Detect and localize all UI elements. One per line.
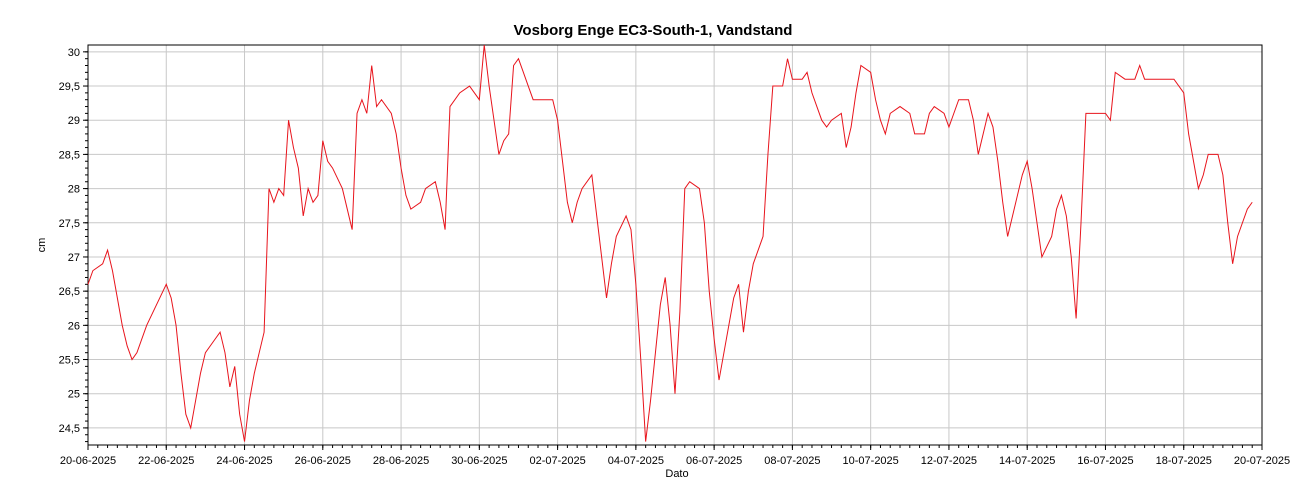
y-tick-label: 25,5 — [59, 355, 80, 367]
x-tick-label: 04-07-2025 — [608, 455, 664, 467]
x-tick-label: 24-06-2025 — [216, 455, 272, 467]
y-tick-label: 25 — [68, 389, 80, 401]
x-tick-label: 20-06-2025 — [60, 455, 116, 467]
x-tick-label: 16-07-2025 — [1077, 455, 1133, 467]
chart-title: Vosborg Enge EC3-South-1, Vandstand — [514, 22, 793, 39]
x-tick-label: 20-07-2025 — [1234, 455, 1290, 467]
y-tick-label: 30 — [68, 47, 80, 59]
y-axis-ticks: 24,5 25 25,5 26 26,5 27 27,5 28 28,5 29 29,5 30 — [59, 47, 88, 443]
y-tick-label: 24,5 — [59, 423, 80, 435]
y-tick-label: 26,5 — [59, 286, 80, 298]
plot-frame — [87, 44, 1263, 446]
x-tick-label: 22-06-2025 — [138, 455, 194, 467]
x-tick-label: 02-07-2025 — [529, 455, 585, 467]
y-tick-label: 28,5 — [59, 149, 80, 161]
x-tick-label: 30-06-2025 — [451, 455, 507, 467]
y-tick-label: 27,5 — [59, 218, 80, 230]
series-line — [87, 44, 1253, 442]
x-axis-ticks: 20-06-2025 22-06-2025 24-06-2025 26-06-2025… — [60, 445, 1290, 467]
y-tick-label: 29 — [68, 115, 80, 127]
x-tick-label: 08-07-2025 — [764, 455, 820, 467]
y-tick-label: 27 — [68, 252, 80, 264]
x-tick-label: 18-07-2025 — [1156, 455, 1212, 467]
x-tick-label: 10-07-2025 — [843, 455, 899, 467]
x-tick-label: 12-07-2025 — [921, 455, 977, 467]
y-tick-label: 26 — [68, 320, 80, 332]
grid-lines — [88, 45, 1262, 445]
y-tick-label: 29,5 — [59, 81, 80, 93]
y-tick-label: 28 — [68, 184, 80, 196]
x-axis-label: Dato — [665, 468, 688, 480]
x-tick-label: 14-07-2025 — [999, 455, 1055, 467]
x-tick-label: 28-06-2025 — [373, 455, 429, 467]
x-tick-label: 26-06-2025 — [295, 455, 351, 467]
x-tick-label: 06-07-2025 — [686, 455, 742, 467]
y-axis-label: cm — [36, 238, 48, 253]
